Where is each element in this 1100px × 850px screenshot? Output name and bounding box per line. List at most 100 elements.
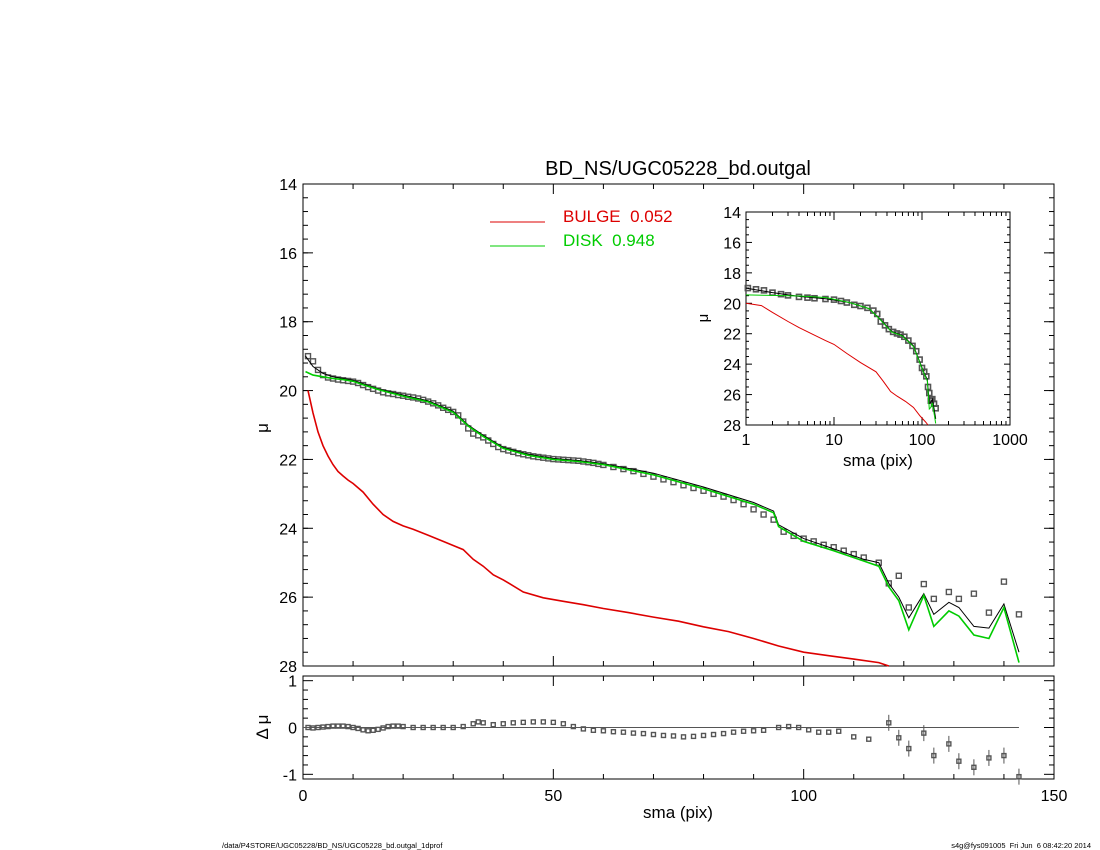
residual-y-tick-label: -1 xyxy=(283,767,297,784)
main-y-tick-label: 22 xyxy=(279,452,297,469)
inset-data-point-square xyxy=(857,302,864,310)
residual-point-square xyxy=(365,728,371,734)
residual-point-square xyxy=(460,723,466,730)
residual-point-square xyxy=(470,721,476,727)
inset-x-tick-label: 1000 xyxy=(992,432,1028,449)
residual-point-square xyxy=(520,719,526,726)
residual-point-square xyxy=(851,734,857,740)
inset-x-tick-label: 10 xyxy=(825,432,843,449)
main-y-tick-label: 28 xyxy=(279,659,297,676)
data-point-square xyxy=(875,559,882,566)
residual-point-square xyxy=(826,729,832,735)
residual-point-square xyxy=(805,727,812,733)
residual-point-square xyxy=(620,729,627,735)
x-tick-label: 100 xyxy=(790,788,817,805)
residual-point-square xyxy=(600,728,607,734)
residual-series-group xyxy=(303,714,1022,785)
data-point-square xyxy=(830,544,837,551)
main-y-tick-label: 18 xyxy=(279,315,297,332)
residual-point-square xyxy=(650,731,657,738)
residual-point-square xyxy=(610,729,617,735)
residual-point-square xyxy=(345,723,351,730)
data-point-square xyxy=(309,358,317,365)
residual-point-square xyxy=(906,745,912,752)
residual-point-square xyxy=(1016,773,1022,780)
residual-point-square xyxy=(530,719,537,725)
data-point-square xyxy=(905,604,913,611)
residual-point-square xyxy=(510,720,516,726)
inset-bulge-profile-line xyxy=(745,302,929,426)
residual-point-square xyxy=(760,727,767,734)
residual-point-square xyxy=(750,728,757,734)
residual-point-square xyxy=(836,728,842,734)
residual-point-square xyxy=(660,732,667,739)
residual-point-square xyxy=(370,727,376,734)
inset-y-tick-label: 20 xyxy=(723,296,741,313)
data-point-square xyxy=(850,550,857,558)
inset-x-axis-label: sma (pix) xyxy=(843,451,913,470)
x-tick-label: 0 xyxy=(299,788,308,805)
residual-point-square xyxy=(330,723,336,729)
main-y-axis-label: μ xyxy=(253,423,272,433)
model-total-profile-line xyxy=(305,355,1020,653)
inset-series-group xyxy=(744,284,939,426)
residual-point-square xyxy=(986,755,992,761)
residual-point-square xyxy=(1001,752,1007,759)
main-y-axis: 14 16 18 20 22 24 26 28 xyxy=(279,177,1054,676)
residual-point-square xyxy=(690,733,697,740)
residual-point-square xyxy=(700,732,707,739)
residual-point-square xyxy=(640,730,647,737)
inset-x-tick-label: 100 xyxy=(909,432,936,449)
residual-point-square xyxy=(680,734,687,740)
legend-disk-label: DISK 0.948 xyxy=(563,231,655,250)
data-point-square xyxy=(860,554,867,561)
residual-y-axis-label: Δ μ xyxy=(253,715,272,740)
residual-point-square xyxy=(931,752,937,759)
residual-point-square xyxy=(335,723,341,729)
residual-point-square xyxy=(886,720,892,726)
bulge-profile-line xyxy=(307,390,890,667)
residual-point-square xyxy=(896,735,902,741)
inset-y-tick-label: 16 xyxy=(723,235,741,252)
residual-point-square xyxy=(325,723,331,730)
main-y-tick-label: 24 xyxy=(279,521,297,538)
residual-point-square xyxy=(560,721,567,727)
inset-data-point-square xyxy=(909,342,916,350)
data-point-square xyxy=(314,366,322,374)
data-point-square xyxy=(470,430,477,437)
inset-x-tick-label: 1 xyxy=(742,432,751,449)
residual-point-square xyxy=(730,729,737,735)
inset-data-point-square xyxy=(925,389,933,397)
residual-point-square xyxy=(400,723,406,730)
residual-y-tick-label: 1 xyxy=(288,674,297,691)
inset-disk-profile-line xyxy=(745,294,937,424)
inset-panel: 14 16 18 20 22 24 26 281 10 100 1000 sma (pix) μ xyxy=(695,205,1028,470)
residual-point-square xyxy=(360,727,366,733)
chart-title: BD_NS/UGC05228_bd.outgal xyxy=(545,158,811,180)
data-point-square xyxy=(930,595,938,603)
residual-point-square xyxy=(946,741,952,747)
residual-point-square xyxy=(921,730,927,736)
main-panel: 14 16 18 20 22 24 26 28 μ BULGE 0.052 DISK 0.94… xyxy=(253,177,1055,676)
data-point-square xyxy=(1015,611,1023,618)
residual-point-square xyxy=(570,723,577,730)
residual-point-square xyxy=(956,758,962,764)
residual-point-square xyxy=(590,727,597,734)
x-axis-label: sma (pix) xyxy=(643,803,713,822)
residual-point-square xyxy=(630,730,637,736)
main-y-tick-label: 20 xyxy=(279,384,297,401)
inset-y-tick-label: 28 xyxy=(723,418,741,435)
footer-file-path: /data/P4STORE/UGC05228/BD_NS/UGC05228_bd… xyxy=(222,841,443,850)
residual-y-tick-label: 0 xyxy=(288,721,297,738)
residual-point-square xyxy=(866,736,872,742)
residual-point-square xyxy=(385,723,391,730)
data-point-square xyxy=(970,590,978,597)
residual-point-square xyxy=(500,721,506,727)
inset-y-tick-label: 14 xyxy=(723,205,741,222)
inset-y-tick-label: 26 xyxy=(723,388,741,405)
footer-user-timestamp: s4g@fys091005 Fri Jun 6 08:42:20 2014 xyxy=(951,841,1091,850)
residual-point-square xyxy=(720,730,727,737)
main-y-tick-label: 14 xyxy=(279,177,297,194)
data-point-square xyxy=(920,580,928,588)
